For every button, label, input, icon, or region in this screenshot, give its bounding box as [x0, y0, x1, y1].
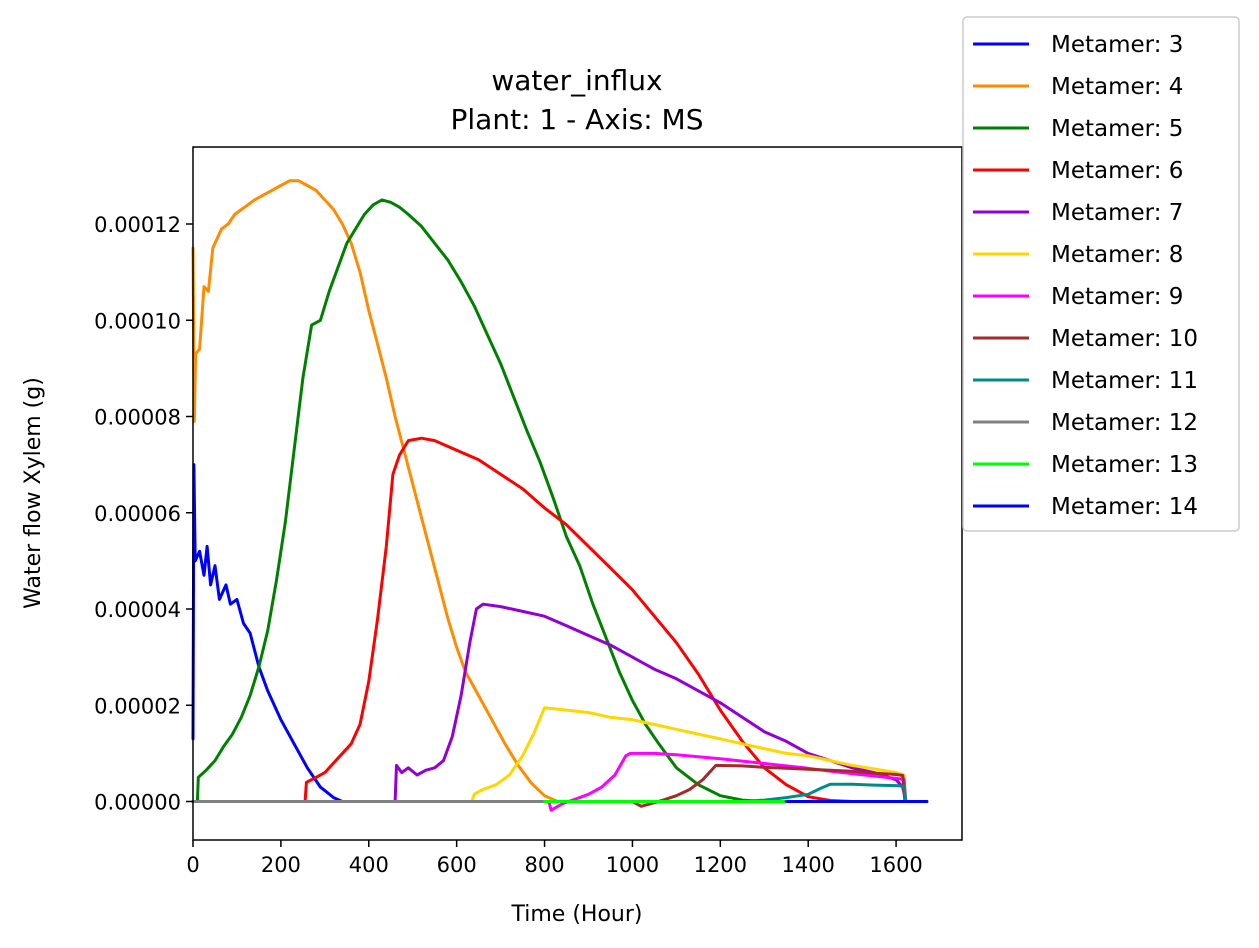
plot-frame — [192, 146, 963, 841]
legend-box — [962, 16, 1240, 532]
y-tick-label: 0.00000 — [94, 791, 181, 815]
y-tick-label: 0.00002 — [94, 694, 181, 718]
series-line-metamer-5 — [191, 198, 929, 803]
legend-label-metamer-4: Metamer: 4 — [1051, 74, 1183, 100]
y-tick-label: 0.00008 — [94, 406, 181, 430]
x-tick-label: 1200 — [694, 853, 747, 877]
chart-subtitle: Plant: 1 - Axis: MS — [451, 103, 704, 136]
series-line-metamer-9 — [191, 751, 929, 812]
legend-label-metamer-14: Metamer: 14 — [1051, 494, 1198, 520]
x-tick-label: 800 — [524, 853, 564, 877]
x-tick-label: 200 — [261, 853, 301, 877]
y-tick-label: 0.00004 — [94, 598, 181, 622]
x-tick-label: 1400 — [781, 853, 834, 877]
x-axis: 0 200 400 600 800 1000 1200 1400 1600 — [186, 840, 923, 877]
legend-label-metamer-7: Metamer: 7 — [1051, 200, 1183, 226]
legend-label-metamer-13: Metamer: 13 — [1051, 452, 1198, 478]
series-line-metamer-3 — [191, 463, 929, 803]
y-tick-label: 0.00012 — [94, 213, 181, 237]
series-line-metamer-10 — [191, 763, 929, 808]
y-tick-label: 0.00006 — [94, 502, 181, 526]
legend-label-metamer-9: Metamer: 9 — [1051, 284, 1183, 310]
legend-label-metamer-10: Metamer: 10 — [1051, 326, 1198, 352]
y-tick-label: 0.00010 — [94, 309, 181, 333]
legend: Metamer: 3 Metamer: 4 Metamer: 5 Metamer: 6… — [962, 16, 1240, 532]
legend-label-metamer-3: Metamer: 3 — [1051, 32, 1183, 58]
legend-label-metamer-11: Metamer: 11 — [1051, 368, 1198, 394]
plot-area — [191, 179, 929, 812]
x-tick-label: 600 — [437, 853, 477, 877]
x-tick-label: 1000 — [606, 853, 659, 877]
series-line-metamer-7 — [191, 602, 929, 803]
legend-label-metamer-12: Metamer: 12 — [1051, 410, 1198, 436]
series-line-metamer-8 — [191, 706, 929, 803]
x-tick-label: 1600 — [869, 853, 922, 877]
series-line-metamer-6 — [191, 436, 929, 803]
series-line-metamer-4 — [191, 179, 929, 803]
y-axis-label: Water flow Xylem (g) — [21, 377, 46, 609]
x-tick-label: 0 — [186, 853, 199, 877]
x-axis-label: Time (Hour) — [511, 902, 643, 927]
legend-label-metamer-5: Metamer: 5 — [1051, 116, 1183, 142]
x-tick-label: 400 — [349, 853, 389, 877]
chart-title: water_influx — [491, 64, 662, 97]
legend-label-metamer-6: Metamer: 6 — [1051, 158, 1183, 184]
y-axis: 0.00000 0.00002 0.00004 0.00006 0.00008 0.000… — [94, 213, 193, 815]
legend-label-metamer-8: Metamer: 8 — [1051, 242, 1183, 268]
